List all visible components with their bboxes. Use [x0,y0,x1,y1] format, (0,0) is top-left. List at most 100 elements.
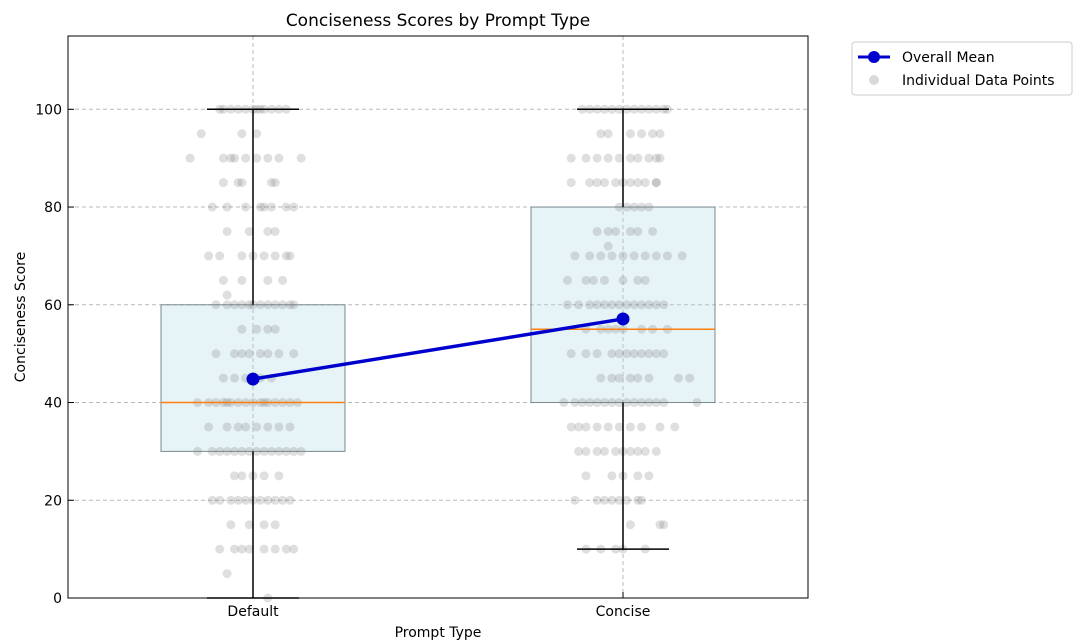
data-point [674,373,683,383]
data-point [230,300,239,310]
data-point [637,398,646,408]
data-point [218,275,228,285]
data-point [603,129,613,139]
data-point [659,520,669,530]
data-point [270,520,280,530]
data-point [263,422,273,432]
data-point [263,153,273,163]
data-point [592,398,602,408]
data-point [633,471,643,481]
data-point [289,446,299,456]
data-point [592,446,602,456]
mean-line-layer [246,312,630,386]
data-point [611,178,621,188]
data-point [651,178,661,188]
data-point [644,349,654,359]
data-point [252,129,262,139]
data-point [222,300,232,310]
data-point [607,251,617,261]
overall-mean-marker [246,372,260,386]
data-point [263,275,273,285]
x-axis-label: Prompt Type [395,625,482,641]
data-point [566,178,576,188]
data-point [592,349,602,359]
data-point [267,178,276,188]
data-point [629,300,639,310]
data-point [637,422,646,432]
data-point [263,495,273,505]
data-point [559,398,569,408]
data-point [244,349,254,359]
data-point [585,251,595,261]
data-point [637,300,646,310]
data-point [285,422,295,432]
data-point [237,300,247,310]
data-point [607,300,617,310]
data-point [233,422,243,432]
data-point [285,495,295,505]
data-point [274,153,284,163]
data-point [278,300,288,310]
data-point [244,520,254,530]
data-point [230,373,239,383]
data-point [677,251,687,261]
overall-mean-marker [616,312,630,326]
data-point [259,202,269,212]
data-point [629,251,639,261]
data-point [218,373,228,383]
data-point [670,422,680,432]
data-point [278,275,288,285]
data-point [252,324,262,334]
data-point [230,153,239,163]
data-point [622,202,632,212]
data-point [244,544,254,554]
data-point [255,300,265,310]
data-point [252,446,262,456]
y-tick-label: 80 [44,200,62,216]
data-point [237,544,247,554]
data-point [207,446,217,456]
data-point [596,129,606,139]
plot-area: 0 20 40 60 80 100 Default Concise [35,35,809,620]
data-point [226,153,236,163]
data-point [614,153,624,163]
data-point [270,300,280,310]
data-point [644,153,654,163]
data-point [622,495,632,505]
data-point [581,446,591,456]
legend-mean-marker [868,51,880,63]
data-point [259,544,269,554]
data-point [633,495,643,505]
data-point [566,422,576,432]
data-points-layer [185,104,702,603]
data-point [603,153,613,163]
data-point [566,153,576,163]
data-point [574,300,584,310]
x-tick-label-concise: Concise [596,604,651,620]
data-point [629,398,639,408]
data-point [618,251,628,261]
y-tick-label: 40 [44,396,62,412]
data-point [662,251,672,261]
data-point [222,569,232,579]
data-point [659,349,669,359]
data-point [259,446,269,456]
data-point [296,153,306,163]
data-point [633,178,643,188]
data-point [614,373,624,383]
data-point [263,324,273,334]
data-point [289,544,299,554]
plot-frame [67,35,809,599]
data-point [625,446,635,456]
data-point [592,178,602,188]
data-point [230,471,239,481]
data-point [285,251,295,261]
data-point [570,495,580,505]
data-point [640,251,650,261]
data-point [655,520,665,530]
data-point [222,226,232,236]
legend-frame [851,41,1073,96]
data-point [640,446,650,456]
data-point [607,471,617,481]
